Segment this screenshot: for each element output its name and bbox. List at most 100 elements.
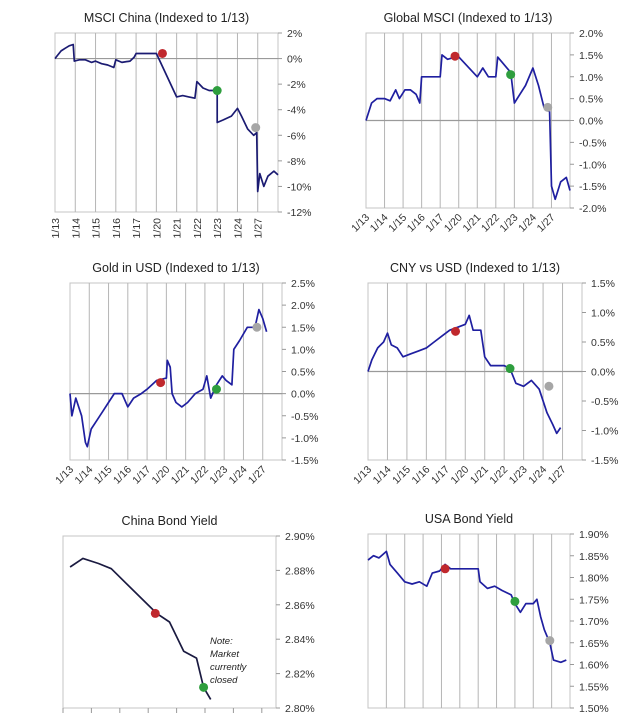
chart-panel-6: USA Bond Yield 1.90% 1.85% 1.80% 1.75% 1.70% 1… [367,512,609,715]
y-tick-label: 0.5% [291,367,315,379]
y-tick-label: 0.0% [591,367,615,379]
y-tick-label: 1.80% [579,573,609,585]
y-tick-label: 2.90% [285,531,315,543]
event-marker [510,596,520,606]
x-tick-label: 1/24 [516,212,539,235]
x-tick-label: 1/22 [487,464,510,487]
y-tick-label: -1.5% [579,181,606,193]
y-tick-label: 1.5% [291,322,315,334]
plot-frame [62,535,277,709]
x-tick-label: 1/21 [468,464,491,487]
y-tick-label: -2% [287,79,306,91]
x-tick-label: 1/17 [131,218,143,239]
x-tick-label: 1/23 [207,464,230,487]
x-tick-label: 1/27 [246,464,269,487]
chart-title: CNY vs USD (Indexed to 1/13) [390,261,560,275]
y-tick-label: 2% [287,28,302,40]
y-tick-label: -1.0% [579,159,606,171]
note-text: Note: [210,636,233,647]
x-tick-label: 1/23 [212,218,224,239]
x-tick-label: 1/14 [70,218,82,239]
note-text: Market [210,649,239,660]
y-tick-label: -0.5% [579,137,606,149]
x-tick-label: 1/20 [150,464,173,487]
y-tick-label: -1.5% [291,455,318,467]
x-tick-label: 1/24 [232,218,244,239]
series-line [367,550,567,664]
y-tick-label: -12% [287,207,312,219]
y-tick-label: 2.80% [285,703,315,715]
x-tick-label: 1/20 [442,212,465,235]
x-tick-label: 1/14 [368,212,391,235]
x-tick-label: 1/14 [72,464,95,487]
y-tick-label: -1.0% [591,426,618,438]
y-tick-label: 0.0% [291,389,315,401]
y-tick-label: 1.0% [579,72,603,84]
x-tick-label: 1/23 [507,464,530,487]
y-tick-label: 1.75% [579,594,609,606]
y-tick-label: 2.82% [285,669,315,681]
x-tick-label: 1/15 [92,464,115,487]
x-tick-label: 1/17 [130,464,153,487]
y-tick-label: 1.65% [579,638,609,650]
series-line [365,54,571,201]
y-tick-label: 0.0% [579,116,603,128]
y-tick-label: -8% [287,156,306,168]
y-tick-label: 1.0% [591,308,615,320]
y-tick-label: -0.5% [291,411,318,423]
y-tick-label: 1.5% [591,278,615,290]
y-tick-label: 2.84% [285,634,315,646]
event-marker [440,564,450,574]
event-marker [211,384,221,394]
x-tick-label: 1/24 [526,464,549,487]
y-tick-label: 1.85% [579,551,609,563]
x-tick-label: 1/17 [423,212,446,235]
y-tick-label: 2.88% [285,565,315,577]
y-tick-label: -0.5% [591,396,618,408]
chart-panel-2: Global MSCI (Indexed to 1/13) 2.0% 1.5% 1.0… [349,11,606,235]
y-tick-label: -6% [287,130,306,142]
y-tick-label: 1.90% [579,529,609,541]
y-tick-label: 0.5% [579,94,603,106]
event-marker [212,86,222,96]
x-tick-label: 1/20 [151,218,163,239]
y-tick-label: 1.5% [579,50,603,62]
x-tick-label: 1/22 [188,464,211,487]
x-tick-label: 1/20 [448,464,471,487]
chart-panel-3: Gold in USD (Indexed to 1/13) 2.5% 2.0% 1.5… [53,261,318,487]
x-tick-label: 1/17 [429,464,452,487]
y-tick-label: 0.5% [591,337,615,349]
y-tick-label: 0% [287,54,302,66]
y-tick-label: 1.55% [579,681,609,693]
event-marker [251,123,261,133]
x-tick-label: 1/16 [111,464,134,487]
x-tick-label: 1/13 [349,212,372,235]
y-tick-label: -1.0% [291,433,318,445]
event-marker [544,381,554,391]
x-tick-label: 1/27 [253,218,265,239]
y-tick-label: 2.86% [285,600,315,612]
x-tick-label: 1/13 [50,218,62,239]
x-tick-label: 1/16 [410,464,433,487]
event-marker [252,322,262,332]
event-marker [451,326,461,336]
x-tick-label: 1/24 [227,464,250,487]
event-marker [157,48,167,58]
x-tick-label: 1/14 [371,464,394,487]
x-tick-label: 1/27 [535,212,558,235]
chart-panel-1: MSCI China (Indexed to 1/13) 2% 0% -2% -4% -6… [50,11,312,238]
chart-panel-4: CNY vs USD (Indexed to 1/13) 1.5% 1.0% 0.5%… [351,261,618,487]
x-tick-label: 1/23 [498,212,521,235]
chart-title: Global MSCI (Indexed to 1/13) [384,11,553,25]
plot-frame [69,282,283,461]
y-tick-label: 1.70% [579,616,609,628]
event-marker [450,51,460,61]
event-marker [545,636,555,646]
y-tick-label: 1.50% [579,703,609,715]
plot-frame [54,32,279,213]
x-tick-label: 1/15 [386,212,409,235]
y-tick-label: 2.5% [291,278,315,290]
chart-title: MSCI China (Indexed to 1/13) [84,11,249,25]
x-tick-label: 1/27 [546,464,569,487]
y-tick-label: -10% [287,181,312,193]
